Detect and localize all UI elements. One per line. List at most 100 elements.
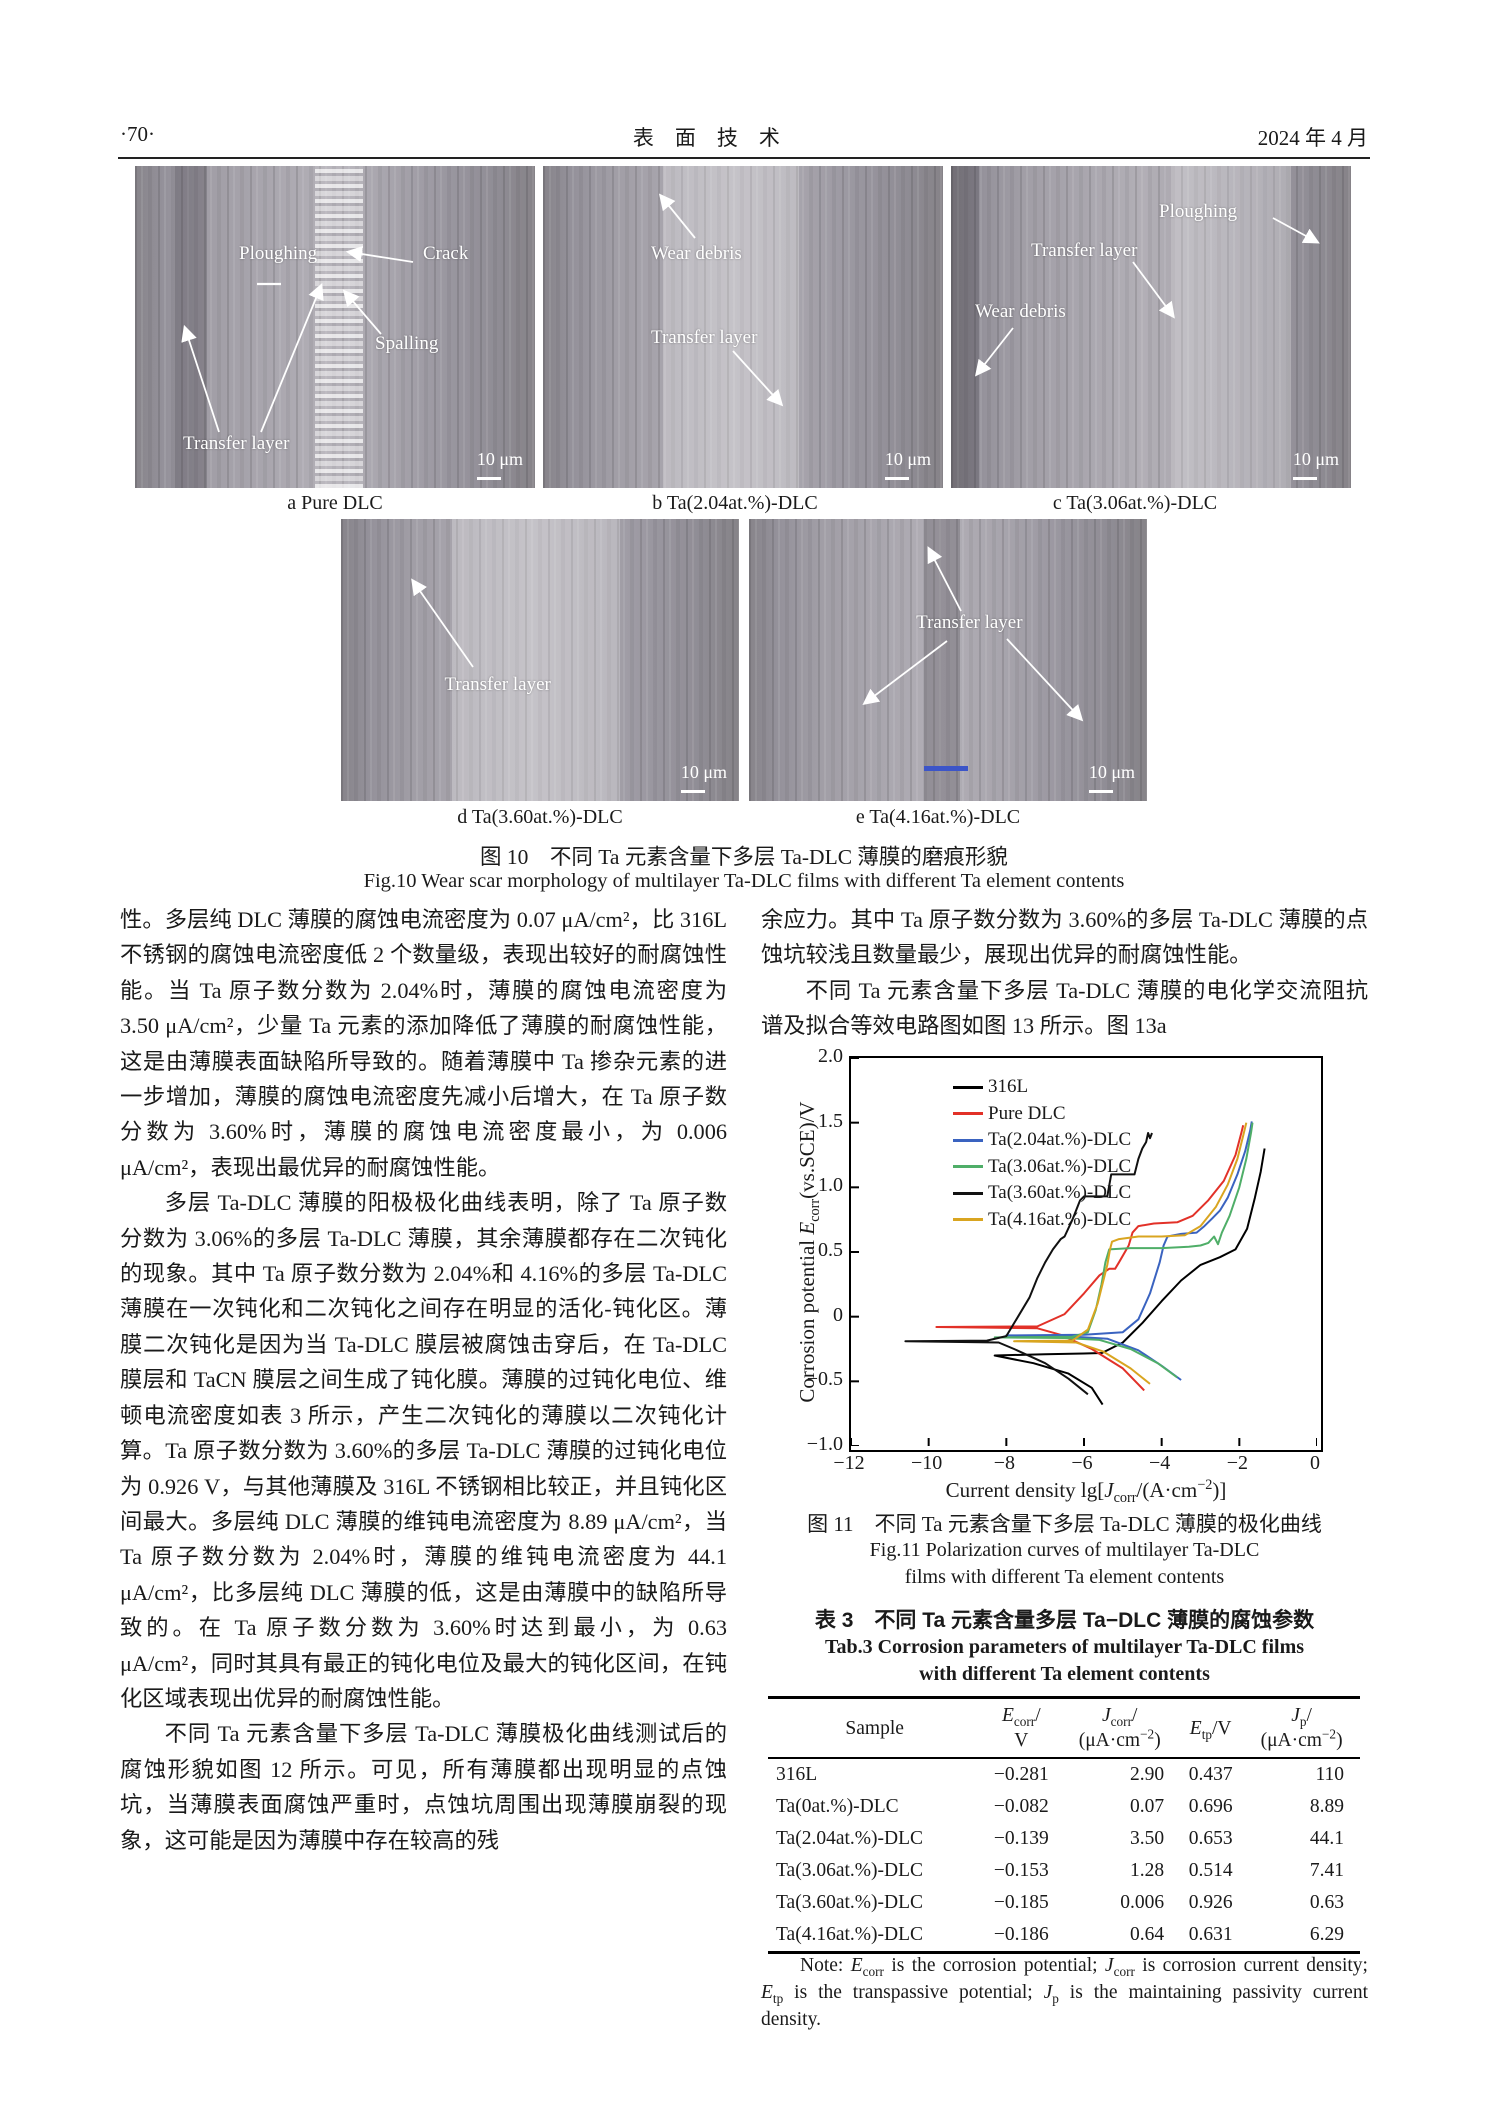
legend-line-swatch [953, 1112, 983, 1116]
sub-caption-c: c Ta(3.06at.%)-DLC [1052, 492, 1218, 514]
x-tick-label: −6 [1071, 1452, 1093, 1474]
series-Ta(3.06at.%)-DLC [993, 1122, 1254, 1379]
wear-track [452, 519, 620, 801]
paragraph: 性。多层纯 DLC 薄膜的腐蚀电流密度为 0.07 μA/cm²，比 316L … [120, 907, 727, 1180]
table-row: Ta(2.04at.%)-DLC −0.139 3.50 0.653 44.1 [768, 1823, 1360, 1855]
legend-entry: Ta(3.06at.%)-DLC [953, 1154, 1131, 1181]
wear-track [663, 166, 799, 488]
col-header-ecorr: Ecorr/V [1001, 1705, 1041, 1751]
table-cell: 6.29 [1309, 1924, 1344, 1945]
series-316L [993, 1148, 1266, 1406]
sub-caption-e: e Ta(4.16at.%)-DLC [855, 806, 1021, 828]
series-Pure DLC [935, 1125, 1245, 1392]
x-tick-label: −10 [911, 1452, 943, 1474]
wear-track [1171, 166, 1291, 488]
y-tick-label: −0.5 [806, 1368, 843, 1391]
page-number: ·70· [120, 122, 155, 146]
col-header-jcorr: Jcorr/(μA·cm−2) [1078, 1705, 1161, 1751]
x-tick-label: −2 [1226, 1452, 1248, 1474]
sem-label-crack: Crack [423, 243, 469, 265]
sem-streaks [543, 166, 943, 488]
table-cell: −0.185 [993, 1892, 1049, 1913]
legend-label: Pure DLC [988, 1102, 1066, 1124]
figure10-row1: Ploughing Crack Spalling Transfer layer … [135, 166, 1351, 488]
table-cell: Ta(3.06at.%)-DLC [776, 1860, 924, 1881]
sub-caption-a: a Pure DLC [287, 492, 383, 514]
legend-entry: 316L [953, 1074, 1131, 1101]
legend-line-swatch [953, 1191, 983, 1195]
paragraph: 不同 Ta 元素含量下多层 Ta-DLC 薄膜的电化学交流阻抗谱及拟合等效电路图… [761, 977, 1368, 1039]
table-cell: 0.64 [1129, 1924, 1165, 1945]
table3-title-zh: 表 3 不同 Ta 元素含量多层 Ta−DLC 薄膜的腐蚀参数 [814, 1609, 1315, 1632]
sem-streaks [749, 519, 1147, 801]
legend-line-swatch [953, 1218, 983, 1222]
legend-line-swatch [953, 1165, 983, 1169]
legend-label: 316L [988, 1076, 1029, 1098]
left-column: 性。多层纯 DLC 薄膜的腐蚀电流密度为 0.07 μA/cm²，比 316L … [120, 902, 727, 1858]
sub-caption-d: d Ta(3.60at.%)-DLC [457, 806, 623, 828]
scale-bar [681, 790, 705, 793]
figure10-row2-captions: d Ta(3.60at.%)-DLC e Ta(4.16at.%)-DLC [341, 806, 1147, 829]
figure10-caption-zh: 图 10 不同 Ta 元素含量下多层 Ta-DLC 薄膜的磨痕形貌 [480, 845, 1008, 869]
table-cell: Ta(0at.%)-DLC [776, 1796, 899, 1817]
scale-label: 10 μm [1088, 762, 1135, 782]
col-header-sample: Sample [845, 1717, 904, 1739]
table-cell: 0.07 [1129, 1796, 1165, 1817]
table-cell: 3.50 [1129, 1828, 1165, 1849]
legend-entry: Ta(4.16at.%)-DLC [953, 1207, 1131, 1234]
table-cell: −0.082 [993, 1796, 1049, 1817]
sem-streaks [951, 166, 1351, 488]
table-cell: 0.006 [1120, 1892, 1165, 1913]
sem-image-a: Ploughing Crack Spalling Transfer layer … [135, 166, 535, 488]
wear-track [315, 166, 363, 488]
dark-band [924, 519, 960, 801]
legend-line-swatch [953, 1085, 983, 1089]
figure10-row1-captions: a Pure DLC b Ta(2.04at.%)-DLC c Ta(3.06a… [135, 492, 1351, 515]
sem-image-e: Transfer layer 10 μm [749, 519, 1147, 801]
scale-label: 10 μm [1292, 449, 1339, 469]
table-cell: −0.281 [993, 1764, 1049, 1785]
table-cell: Ta(2.04at.%)-DLC [776, 1828, 924, 1849]
table3-title-en: with different Ta element contents [919, 1663, 1210, 1685]
y-tick-label: 0.5 [818, 1239, 843, 1261]
x-axis-label: Current density lg[Jcorr/(A·cm−2)] [945, 1477, 1227, 1507]
sem-label-transfer-layer: Transfer layer [651, 327, 758, 348]
table-cell: 8.89 [1309, 1796, 1344, 1817]
table-cell: 2.90 [1129, 1764, 1165, 1785]
issue-date: 2024 年 4 月 [1257, 126, 1368, 150]
table-cell: 0.514 [1188, 1860, 1233, 1881]
sub-caption-b: b Ta(2.04at.%)-DLC [652, 492, 818, 514]
sem-texture [951, 166, 1351, 488]
scale-label: 10 μm [884, 449, 931, 469]
table-cell: Ta(4.16at.%)-DLC [776, 1924, 924, 1945]
annotation-arrows [658, 193, 784, 407]
table-cell: 316L [776, 1764, 818, 1785]
sem-texture [749, 519, 1147, 801]
table-cell: −0.139 [993, 1828, 1049, 1849]
figure10-caption-en: Fig.10 Wear scar morphology of multilaye… [363, 870, 1125, 892]
right-column: 余应力。其中 Ta 原子数分数为 3.60%的多层 Ta-DLC 薄膜的点蚀坑较… [761, 902, 1368, 1044]
table-cell: 44.1 [1309, 1828, 1344, 1849]
table-row: Ta(0at.%)-DLC −0.082 0.07 0.696 8.89 [768, 1791, 1360, 1823]
y-tick-label: 1.5 [818, 1109, 843, 1132]
table3-note: Note: Ecorr is the corrosion potential; … [761, 1955, 1368, 2030]
x-tick-label: −8 [993, 1452, 1015, 1474]
table-row: 316L −0.281 2.90 0.437 110 [768, 1758, 1360, 1791]
scale-bar [1089, 790, 1113, 793]
sem-texture [543, 166, 943, 488]
table-cell: 0.696 [1188, 1796, 1233, 1817]
table-cell: 0.926 [1188, 1892, 1233, 1913]
x-tick-label: 0 [1310, 1452, 1320, 1474]
x-tick-label: −4 [1149, 1452, 1171, 1474]
table-cell: 7.41 [1309, 1860, 1344, 1881]
figure11-caption-en: Fig.11 Polarization curves of multilayer… [869, 1539, 1260, 1561]
y-tick-label: 0 [833, 1303, 843, 1326]
scale-bar [1293, 477, 1317, 480]
annotation-arrows [181, 245, 414, 433]
series-Ta(3.60at.%)-DLC [904, 1132, 1153, 1396]
sem-image-c: Ploughing Transfer layer Wear debris 10 … [951, 166, 1351, 488]
scale-label: 10 μm [476, 449, 523, 469]
legend-entry: Pure DLC [953, 1101, 1131, 1128]
annotation-arrows [975, 217, 1320, 377]
